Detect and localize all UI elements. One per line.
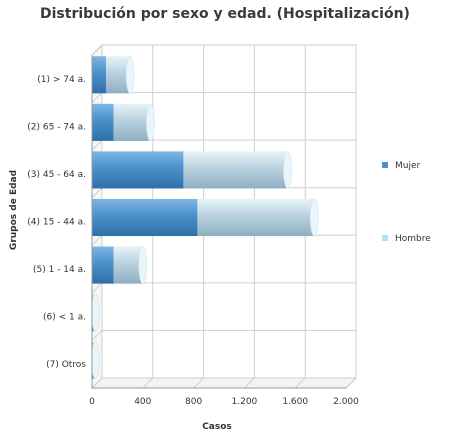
y-tick-label: (4) 15 - 44 a. [27, 218, 86, 228]
plot-floor [90, 377, 358, 389]
bar-hombre-1 [113, 103, 151, 141]
bar-end-cap-0 [125, 55, 135, 94]
x-grid-line-floor [244, 377, 255, 389]
y-tick-label: (6) < 1 a. [43, 313, 86, 323]
y-grid-line-side [91, 234, 103, 246]
bar-end-cap-2 [283, 151, 292, 189]
legend-swatch-mujer [382, 162, 388, 168]
x-grid-line-floor [345, 377, 357, 389]
x-axis-title: Casos [202, 422, 232, 432]
bar-mujer-1 [92, 103, 114, 141]
bar-end-cap-4 [138, 246, 148, 284]
y-grid-line-side [91, 187, 103, 199]
y-grid-line-side [91, 92, 103, 103]
y-tick-label: (1) > 74 a. [37, 75, 86, 85]
y-grid-line-side [91, 44, 103, 56]
y-grid-line-side [91, 282, 103, 294]
y-tick-label: (2) 65 - 74 a. [27, 122, 86, 132]
bar-mujer-2 [92, 151, 184, 189]
y-tick-label: (3) 45 - 64 a. [27, 170, 86, 180]
bar-end-cap-6 [91, 341, 100, 380]
y-grid-line-side [91, 330, 103, 341]
chart-title: Distribución por sexo y edad. (Hospitali… [40, 6, 410, 22]
bar-end-cap-5 [91, 293, 100, 332]
y-axis-title: Grupos de Edad [9, 170, 19, 250]
legend-label-hombre: Hombre [395, 234, 431, 244]
x-tick-label: 1.200 [232, 397, 258, 407]
bar-mujer-4 [92, 246, 114, 284]
x-grid-line-floor [294, 377, 306, 389]
y-tick-label: (5) 1 - 14 a. [33, 265, 86, 275]
x-tick-label: 2.000 [333, 397, 359, 407]
bar-hombre-2 [183, 151, 288, 189]
legend-swatch-hombre [382, 235, 388, 241]
bar-hombre-4 [113, 246, 143, 284]
x-tick-label: 1.600 [282, 397, 308, 407]
x-tick-label: 800 [185, 397, 202, 407]
y-grid-line-side [91, 139, 103, 151]
bar-end-cap-3 [309, 198, 319, 237]
bar-hombre-3 [197, 198, 315, 237]
x-tick-label: 400 [134, 397, 151, 407]
x-tick-label: 0 [89, 397, 95, 407]
bar-mujer-3 [92, 198, 198, 237]
legend-label-mujer: Mujer [395, 161, 421, 171]
y-grid-line-side [91, 377, 103, 389]
bar-end-cap-1 [146, 103, 155, 142]
x-grid-line-floor [142, 377, 154, 389]
x-grid-line-floor [193, 377, 204, 389]
bar-mujer-0 [92, 56, 106, 94]
y-tick-label: (7) Otros [46, 360, 86, 370]
